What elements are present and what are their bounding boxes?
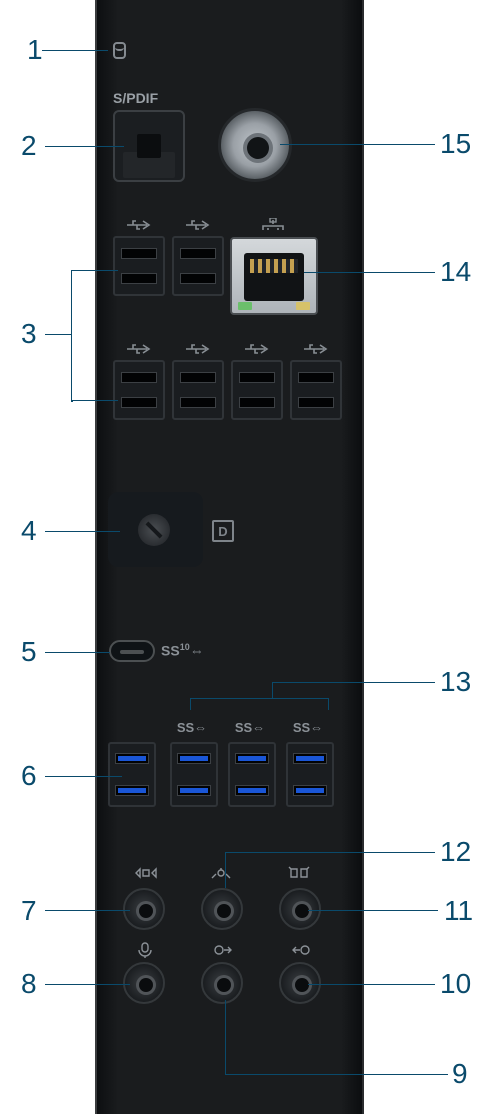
ss-label: SS⇔ bbox=[170, 720, 214, 735]
hdd-activity-light bbox=[113, 42, 126, 59]
rear-surround-jack bbox=[279, 888, 321, 930]
usb3-port bbox=[286, 742, 334, 807]
rear-surround-icon bbox=[286, 866, 312, 880]
leader-line bbox=[45, 910, 130, 911]
ss10-label: SS10⇔ bbox=[161, 642, 204, 659]
usb-icon bbox=[125, 218, 153, 232]
leader-line bbox=[225, 1000, 226, 1074]
bracket bbox=[190, 698, 328, 699]
callout-number: 13 bbox=[440, 666, 471, 698]
callout-number: 15 bbox=[440, 128, 471, 160]
bracket bbox=[71, 270, 73, 402]
side-surround-icon bbox=[133, 866, 159, 880]
usb2-port bbox=[113, 360, 165, 420]
leader-line bbox=[272, 682, 273, 698]
leader-line bbox=[45, 776, 122, 777]
leader-line bbox=[225, 852, 226, 888]
usb2-port bbox=[290, 360, 342, 420]
center-sub-icon bbox=[208, 866, 234, 880]
callout-number: 1 bbox=[27, 34, 43, 66]
line-in-icon bbox=[291, 942, 311, 958]
leader-line bbox=[308, 910, 438, 911]
line-in-jack bbox=[279, 962, 321, 1004]
callout-number: 8 bbox=[21, 968, 37, 1000]
callout-number: 9 bbox=[452, 1058, 468, 1090]
leader-line bbox=[225, 852, 435, 853]
leader-line bbox=[308, 984, 435, 985]
callout-number: 11 bbox=[444, 895, 473, 927]
leader-line bbox=[328, 698, 329, 710]
leader-line bbox=[190, 698, 191, 710]
callout-number: 12 bbox=[440, 836, 471, 868]
callout-number: 10 bbox=[440, 968, 471, 1000]
usb2-port bbox=[231, 360, 283, 420]
usb-icon bbox=[184, 342, 212, 356]
ethernet-icon bbox=[258, 218, 288, 232]
usb-icon bbox=[243, 342, 271, 356]
leader-line bbox=[42, 50, 108, 51]
mic-jack bbox=[123, 962, 165, 1004]
leader-line bbox=[45, 984, 130, 985]
audio-out-main-jack bbox=[218, 108, 292, 182]
leader-line bbox=[45, 334, 71, 335]
callout-number: 14 bbox=[440, 256, 471, 288]
leader-line bbox=[225, 1074, 448, 1075]
callout-number: 6 bbox=[21, 760, 37, 792]
usb-icon bbox=[184, 218, 212, 232]
callout-number: 2 bbox=[21, 130, 37, 162]
callout-number: 7 bbox=[21, 895, 37, 927]
center-sub-jack bbox=[201, 888, 243, 930]
usb2-port bbox=[113, 236, 165, 296]
callout-number: 5 bbox=[21, 636, 37, 668]
usb3-port bbox=[170, 742, 218, 807]
line-out-icon bbox=[213, 942, 233, 958]
line-out-jack bbox=[201, 962, 243, 1004]
usb-icon bbox=[125, 342, 153, 356]
usb3-port bbox=[228, 742, 276, 807]
leader-line bbox=[45, 531, 120, 532]
callout-number: 3 bbox=[21, 318, 37, 350]
leader-line bbox=[272, 682, 435, 683]
usb-icon bbox=[302, 342, 330, 356]
displayport-cover bbox=[108, 492, 203, 567]
spdif-label: S/PDIF bbox=[113, 90, 158, 106]
leader-line bbox=[45, 146, 124, 147]
usb-c bbox=[109, 640, 155, 662]
usb3-gen1 bbox=[108, 742, 156, 807]
ss-label: SS⇔ bbox=[286, 720, 330, 735]
side-surround-jack bbox=[123, 888, 165, 930]
ethernet-rj45 bbox=[230, 237, 318, 315]
callout-number: 4 bbox=[21, 515, 37, 547]
displayport-icon: D bbox=[212, 520, 234, 542]
usb2-port bbox=[172, 360, 224, 420]
leader-line bbox=[45, 652, 110, 653]
leader-line bbox=[304, 272, 435, 273]
mic-icon bbox=[136, 942, 154, 958]
ss-label: SS⇔ bbox=[228, 720, 272, 735]
leader-line bbox=[71, 270, 118, 271]
usb2-port bbox=[172, 236, 224, 296]
leader-line bbox=[71, 400, 118, 401]
leader-line bbox=[280, 144, 435, 145]
